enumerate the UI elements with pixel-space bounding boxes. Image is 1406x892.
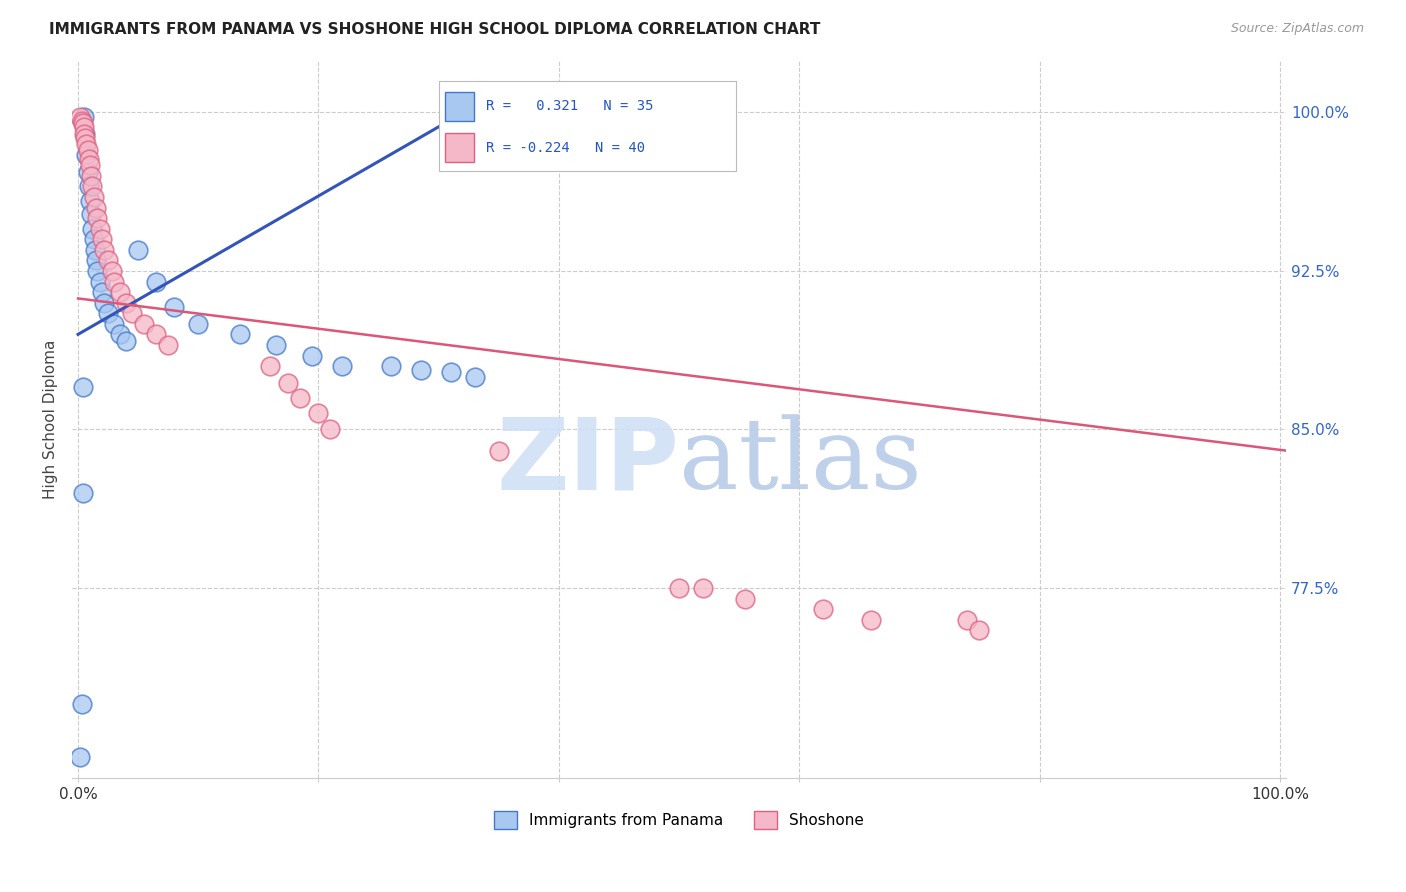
- Point: [134, 317, 156, 331]
- Point: [115, 295, 138, 310]
- Point: [91, 232, 114, 246]
- Point: [86, 264, 108, 278]
- Point: [301, 349, 323, 363]
- Point: [75, 147, 97, 161]
- Point: [259, 359, 281, 373]
- Point: [439, 366, 461, 380]
- Point: [93, 295, 115, 310]
- Point: [488, 443, 510, 458]
- Point: [79, 194, 101, 209]
- Point: [82, 179, 104, 194]
- Point: [72, 380, 94, 394]
- Point: [145, 327, 167, 342]
- Point: [668, 581, 690, 595]
- Point: [108, 285, 131, 299]
- Point: [80, 169, 103, 183]
- Text: ZIP: ZIP: [496, 414, 679, 510]
- Legend: Immigrants from Panama, Shoshone: Immigrants from Panama, Shoshone: [488, 805, 870, 835]
- Point: [319, 422, 342, 436]
- Point: [121, 306, 143, 320]
- Point: [290, 391, 312, 405]
- Point: [93, 243, 115, 257]
- Point: [82, 221, 104, 235]
- Point: [77, 152, 100, 166]
- Point: [70, 114, 93, 128]
- Point: [83, 190, 105, 204]
- Point: [70, 698, 93, 712]
- Point: [80, 207, 103, 221]
- Point: [83, 243, 105, 257]
- Text: IMMIGRANTS FROM PANAMA VS SHOSHONE HIGH SCHOOL DIPLOMA CORRELATION CHART: IMMIGRANTS FROM PANAMA VS SHOSHONE HIGH …: [49, 22, 821, 37]
- Point: [464, 369, 486, 384]
- Point: [72, 486, 94, 500]
- Point: [813, 602, 835, 616]
- Point: [145, 275, 167, 289]
- Point: [103, 275, 125, 289]
- Point: [103, 317, 125, 331]
- Y-axis label: High School Diploma: High School Diploma: [44, 339, 58, 499]
- Point: [734, 591, 756, 606]
- Point: [127, 243, 149, 257]
- Text: atlas: atlas: [679, 414, 922, 510]
- Point: [83, 232, 105, 246]
- Point: [108, 327, 131, 342]
- Point: [69, 750, 91, 764]
- Point: [266, 338, 288, 352]
- Point: [692, 581, 714, 595]
- Point: [84, 253, 107, 268]
- Point: [332, 359, 354, 373]
- Point: [277, 376, 299, 390]
- Point: [73, 120, 96, 135]
- Point: [72, 116, 94, 130]
- Point: [229, 327, 252, 342]
- Point: [163, 300, 186, 314]
- Point: [89, 275, 111, 289]
- Point: [860, 613, 883, 627]
- Point: [380, 359, 402, 373]
- Point: [79, 158, 101, 172]
- Point: [69, 110, 91, 124]
- Point: [76, 144, 98, 158]
- Point: [956, 613, 979, 627]
- Point: [97, 306, 120, 320]
- Point: [73, 127, 96, 141]
- Point: [73, 110, 96, 124]
- Point: [409, 363, 432, 377]
- Point: [75, 130, 97, 145]
- Point: [84, 201, 107, 215]
- Point: [76, 164, 98, 178]
- Point: [75, 127, 97, 141]
- Point: [969, 624, 991, 638]
- Text: Source: ZipAtlas.com: Source: ZipAtlas.com: [1230, 22, 1364, 36]
- Point: [115, 334, 138, 348]
- Point: [75, 137, 97, 152]
- Point: [307, 406, 329, 420]
- Point: [89, 221, 111, 235]
- Point: [100, 264, 122, 278]
- Point: [91, 285, 114, 299]
- Point: [77, 179, 100, 194]
- Point: [86, 211, 108, 226]
- Point: [97, 253, 120, 268]
- Point: [157, 338, 180, 352]
- Point: [187, 317, 209, 331]
